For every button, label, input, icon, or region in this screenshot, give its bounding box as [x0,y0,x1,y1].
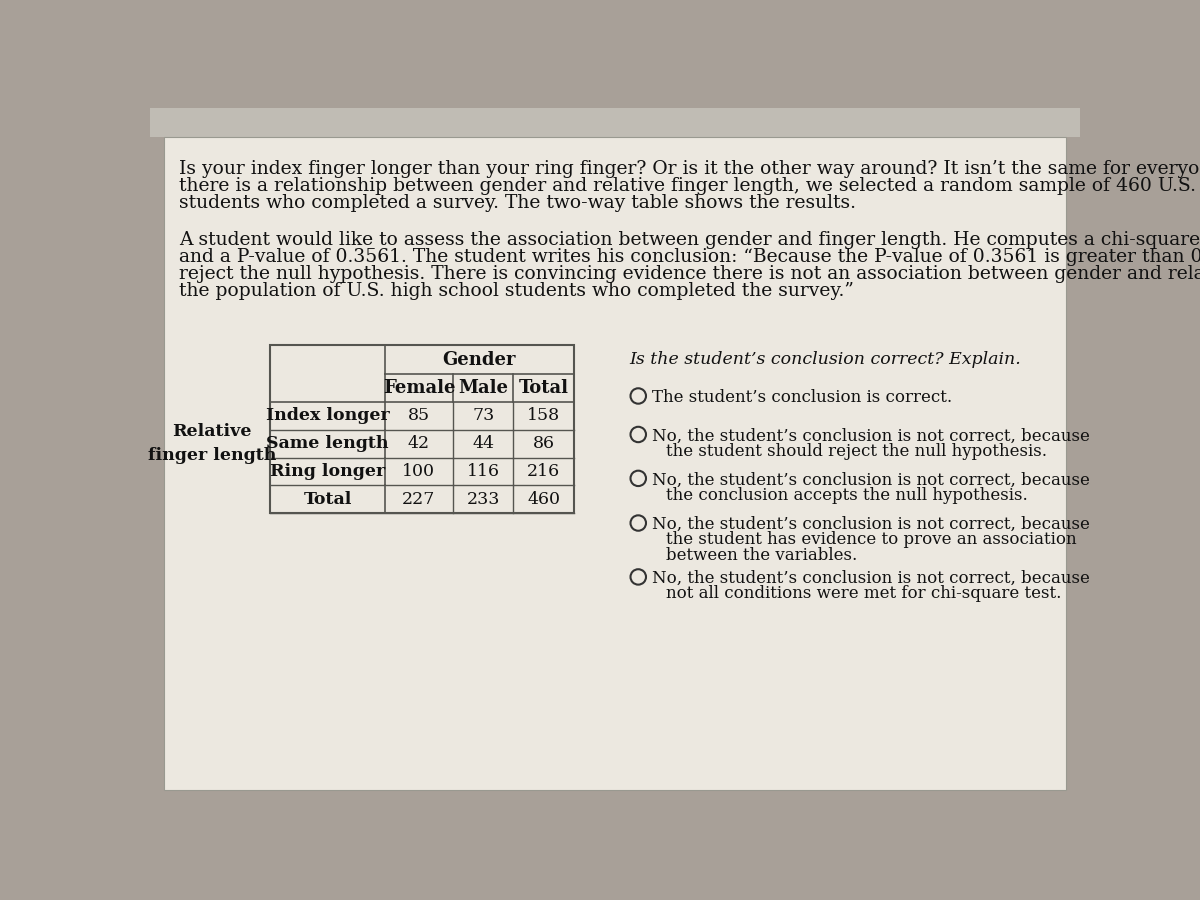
Text: Male: Male [458,379,509,397]
Text: No, the student’s conclusion is not correct, because: No, the student’s conclusion is not corr… [653,570,1090,587]
Text: reject the null hypothesis. There is convincing evidence there is not an associa: reject the null hypothesis. There is con… [180,266,1200,284]
Text: there is a relationship between gender and relative finger length, we selected a: there is a relationship between gender a… [180,177,1200,195]
Text: 216: 216 [527,463,560,480]
Text: No, the student’s conclusion is not correct, because: No, the student’s conclusion is not corr… [653,428,1090,445]
Text: Is your index finger longer than your ring finger? Or is it the other way around: Is your index finger longer than your ri… [180,160,1200,178]
Text: 86: 86 [533,436,554,452]
Text: Gender: Gender [443,351,516,369]
Text: Relative
finger length: Relative finger length [148,424,276,464]
FancyBboxPatch shape [164,138,1066,790]
Text: 227: 227 [402,491,436,508]
Text: 116: 116 [467,463,499,480]
Text: the population of U.S. high school students who completed the survey.”: the population of U.S. high school stude… [180,282,854,300]
Text: Total: Total [304,491,352,508]
Text: The student’s conclusion is correct.: The student’s conclusion is correct. [653,389,953,406]
Text: Total: Total [518,379,569,397]
Text: No, the student’s conclusion is not correct, because: No, the student’s conclusion is not corr… [653,472,1090,489]
Text: Ring longer: Ring longer [270,463,385,480]
Text: students who completed a survey. The two-way table shows the results.: students who completed a survey. The two… [180,194,857,212]
Text: the student should reject the null hypothesis.: the student should reject the null hypot… [666,443,1048,460]
Text: Female: Female [383,379,455,397]
Text: 460: 460 [527,491,560,508]
Text: Same length: Same length [266,436,389,452]
Text: Is the student’s conclusion correct? Explain.: Is the student’s conclusion correct? Exp… [629,350,1021,367]
Text: the conclusion accepts the null hypothesis.: the conclusion accepts the null hypothes… [666,487,1028,504]
Text: No, the student’s conclusion is not correct, because: No, the student’s conclusion is not corr… [653,516,1090,533]
Text: 85: 85 [408,408,430,425]
Text: not all conditions were met for chi-square test.: not all conditions were met for chi-squa… [666,585,1062,602]
Text: 42: 42 [408,436,430,452]
Text: the student has evidence to prove an association: the student has evidence to prove an ass… [666,532,1076,548]
Text: and a P-value of 0.3561. The student writes his conclusion: “Because the P-value: and a P-value of 0.3561. The student wri… [180,248,1200,266]
Text: A student would like to assess the association between gender and finger length.: A student would like to assess the assoc… [180,231,1200,249]
Text: 44: 44 [473,436,494,452]
FancyBboxPatch shape [150,108,1080,138]
Text: 233: 233 [467,491,500,508]
Text: 73: 73 [472,408,494,425]
Text: between the variables.: between the variables. [666,547,857,564]
FancyBboxPatch shape [270,346,574,513]
Text: 158: 158 [527,408,560,425]
Text: 100: 100 [402,463,436,480]
Text: Index longer: Index longer [265,408,389,425]
